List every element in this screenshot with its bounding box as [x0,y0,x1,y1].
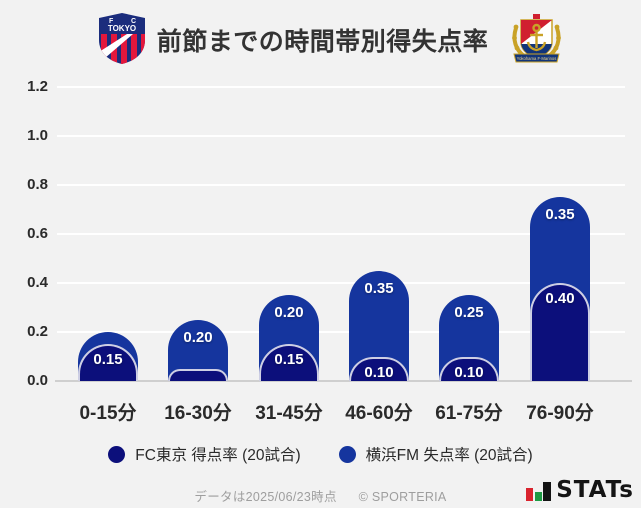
x-axis-label-31-45分: 31-45分 [255,403,323,424]
bar-16-30分-FC東京 得点率 (20試合) [168,368,228,381]
footer-note: データは2025/06/23時点 © SPORTERIA [0,486,641,505]
fc-tokyo-crest-c: C [131,18,136,25]
gridline-1.0 [57,135,625,137]
gridline-0.8 [57,184,625,186]
chart-legend: FC東京 得点率 (20試合) 横浜FM 失点率 (20試合) [0,441,641,467]
value-label-61-75分-home: 0.10 [454,363,484,381]
x-axis-label-46-60分: 46-60分 [345,403,413,424]
legend-item-0: FC東京 得点率 (20試合) [108,443,301,465]
legend-item-1: 横浜FM 失点率 (20試合) [338,443,533,465]
anchor-icon [526,23,547,52]
bar-chart-icon [526,482,552,502]
value-label-61-75分-away: 0.25 [454,304,484,322]
y-axis-tick-0.2: 0.2 [27,323,48,340]
legend-label: FC東京 得点率 (20試合) [135,447,301,464]
legend-dot-icon [108,445,126,463]
x-axis-label-76-90分: 76-90分 [526,403,594,424]
gridline-0.6 [57,233,625,235]
y-axis-tick-0.6: 0.6 [27,225,48,242]
gridline-0.2 [57,331,625,333]
y-axis-tick-0.8: 0.8 [27,176,48,193]
x-axis-label-0-15分: 0-15分 [79,403,137,424]
value-label-31-45分-home: 0.15 [274,351,304,369]
copyright-text: © SPORTERIA [358,490,447,504]
value-label-46-60分-away: 0.35 [364,279,394,297]
value-label-0-15分-home: 0.15 [93,351,123,369]
data-asof-text: データは2025/06/23時点 [194,490,337,504]
jstats-brand-text: STATs [556,477,634,503]
y-axis-tick-1.0: 1.0 [27,127,48,144]
value-label-76-90分-home: 0.40 [545,290,575,307]
gridline-0.4 [57,282,625,284]
gridline-1.2 [57,86,625,88]
value-label-16-30分-away: 0.20 [183,328,213,346]
gridline-0.0 [55,380,632,382]
x-axis-label-61-75分: 61-75分 [435,403,503,424]
y-axis-tick-0.0: 0.0 [27,372,48,389]
value-label-76-90分-away: 0.35 [545,206,575,224]
x-axis-label-16-30分: 16-30分 [164,403,232,424]
jstats-brand-logo: STATs [526,476,634,502]
value-label-31-45分-away: 0.20 [274,304,304,322]
yokohama-fm-logo: Yokohama F·Marinos [512,14,561,63]
bar-76-90分-FC東京 得点率 (20試合) [530,283,590,381]
fc-tokyo-logo: F C TOKYO [99,13,145,64]
legend-dot-icon [338,445,356,463]
bar-46-60分-FC東京 得点率 (20試合) [349,356,409,381]
page-title: 前節までの時間帯別得失点率 [156,28,489,56]
legend-label: 横浜FM 失点率 (20試合) [365,447,533,464]
marinos-ribbon-text: Yokohama F·Marinos [517,56,557,61]
fc-tokyo-crest-tokyo: TOKYO [108,24,136,33]
fc-tokyo-crest-f: F [109,18,114,25]
y-axis-tick-1.2: 1.2 [27,78,48,95]
y-axis-tick-0.4: 0.4 [27,274,48,291]
value-label-46-60分-home: 0.10 [364,363,394,381]
